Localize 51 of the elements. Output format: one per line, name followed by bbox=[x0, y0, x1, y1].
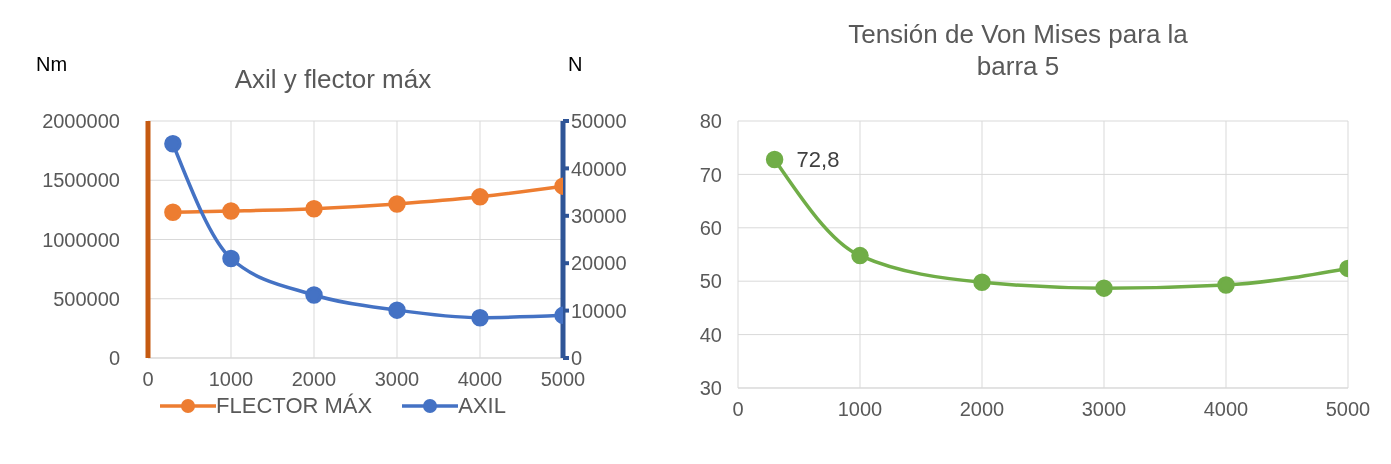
y-tick-label: 1500000 bbox=[42, 169, 120, 192]
point bbox=[305, 199, 323, 218]
x-tick-label: 4000 bbox=[457, 368, 503, 391]
point bbox=[305, 286, 323, 304]
data-label: 72,8 bbox=[796, 147, 840, 173]
y-tick-label: 50 bbox=[699, 270, 722, 293]
y-axis-title: Nm bbox=[36, 53, 68, 76]
x-tick-label: 0 bbox=[142, 368, 154, 391]
y2-tick-label: 20000 bbox=[571, 252, 627, 275]
y2-tick-label: 40000 bbox=[571, 157, 627, 180]
point bbox=[765, 150, 784, 169]
point bbox=[222, 202, 240, 220]
point bbox=[388, 301, 406, 319]
point bbox=[1095, 279, 1113, 297]
point bbox=[388, 195, 406, 213]
point bbox=[164, 135, 182, 153]
x-tick-label: 3000 bbox=[374, 368, 420, 391]
legend-label: FLECTOR MÁX bbox=[216, 393, 373, 419]
y2-axis-title: N bbox=[568, 53, 583, 76]
y-tick-label: 40 bbox=[699, 323, 722, 346]
point bbox=[1217, 276, 1235, 294]
y-tick-label: 60 bbox=[699, 216, 722, 239]
x-tick-label: 5000 bbox=[1325, 398, 1371, 421]
x-tick-label: 2000 bbox=[291, 368, 337, 391]
x-tick-label: 1000 bbox=[208, 368, 254, 391]
x-tick-label: 2000 bbox=[959, 398, 1005, 421]
point bbox=[222, 249, 240, 268]
point bbox=[471, 308, 489, 327]
legend-label: AXIL bbox=[458, 393, 506, 419]
point bbox=[973, 273, 991, 292]
chart-title: Tensión de Von Mises para la barra 5 bbox=[847, 18, 1189, 82]
y2-tick-label: 10000 bbox=[571, 299, 627, 322]
y2-tick-label: 30000 bbox=[571, 204, 627, 227]
x-tick-label: 4000 bbox=[1203, 398, 1249, 421]
y-tick-label: 0 bbox=[108, 347, 120, 370]
y-tick-label: 1000000 bbox=[42, 228, 120, 251]
y2-tick-label: 50000 bbox=[571, 110, 627, 133]
x-tick-label: 0 bbox=[732, 398, 744, 421]
x-tick-label: 5000 bbox=[540, 368, 586, 391]
x-tick-label: 3000 bbox=[1081, 398, 1127, 421]
y2-tick-label: 0 bbox=[571, 347, 583, 370]
chart-title: Axil y flector máx bbox=[234, 64, 432, 94]
point bbox=[471, 188, 489, 206]
y-tick-label: 80 bbox=[699, 110, 722, 133]
x-tick-label: 1000 bbox=[837, 398, 883, 421]
y-tick-label: 2000000 bbox=[42, 110, 120, 133]
point bbox=[851, 246, 869, 265]
y-tick-label: 70 bbox=[699, 163, 722, 186]
y-tick-label: 30 bbox=[699, 377, 722, 400]
point bbox=[164, 203, 182, 221]
y-tick-label: 500000 bbox=[53, 287, 120, 310]
